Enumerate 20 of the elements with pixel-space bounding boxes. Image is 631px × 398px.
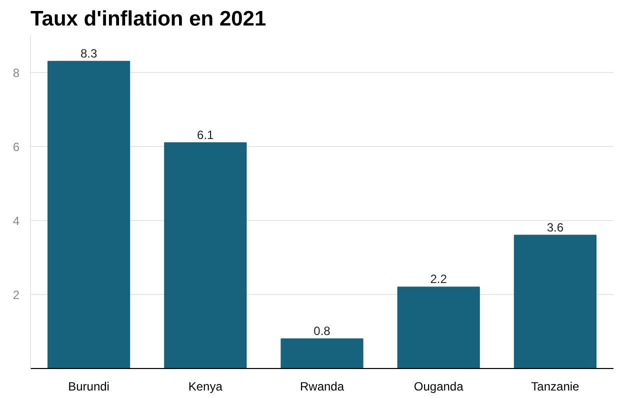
data-label: 3.6	[546, 220, 564, 234]
x-tick-label: Tanzanie	[531, 380, 580, 394]
data-label: 8.3	[80, 46, 98, 60]
data-label: 6.1	[197, 128, 214, 142]
bar	[280, 338, 364, 368]
y-tick-label: 6	[12, 140, 20, 154]
chart-title: Taux d'inflation en 2021	[30, 8, 266, 30]
bar	[397, 286, 480, 368]
bar	[514, 234, 597, 368]
x-tick-label: Burundi	[68, 380, 110, 394]
x-tick-label: Kenya	[188, 380, 223, 394]
x-tick-label: Rwanda	[300, 380, 344, 394]
y-tick-label: 4	[12, 214, 20, 228]
data-label: 0.8	[314, 324, 331, 338]
x-tick-label: Ouganda	[414, 380, 464, 394]
bar	[164, 142, 247, 368]
y-tick-label: 2	[12, 288, 20, 302]
bar	[47, 60, 130, 368]
y-tick-label: 8	[12, 66, 20, 80]
data-label: 2.2	[430, 272, 448, 286]
